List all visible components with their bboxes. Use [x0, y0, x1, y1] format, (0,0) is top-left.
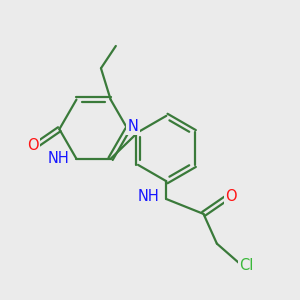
Text: NH: NH: [137, 189, 159, 204]
Text: NH: NH: [47, 151, 69, 166]
Text: N: N: [128, 119, 139, 134]
Text: Cl: Cl: [239, 258, 253, 273]
Text: O: O: [27, 138, 39, 153]
Text: O: O: [225, 189, 237, 204]
